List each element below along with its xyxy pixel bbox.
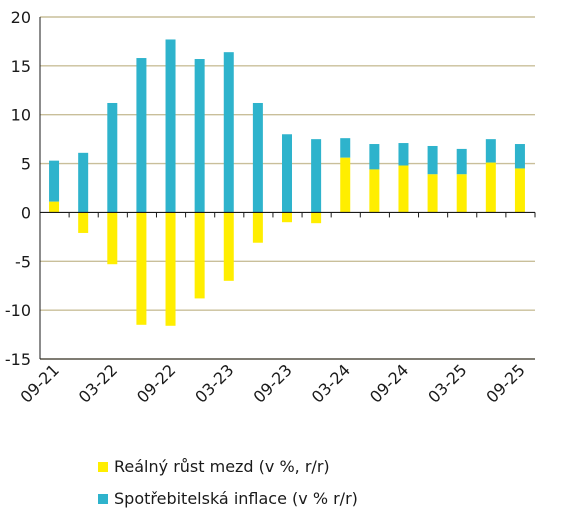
wage-bar bbox=[49, 201, 60, 213]
axes bbox=[39, 17, 536, 360]
wage-bar bbox=[398, 165, 409, 213]
legend-item-inflation: Spotřebitelská inflace (v % r/r) bbox=[98, 489, 358, 508]
wage-bar bbox=[136, 212, 147, 325]
y-tick-label: 0 bbox=[21, 203, 31, 222]
wage-bar bbox=[165, 212, 176, 326]
wage-bar bbox=[282, 212, 292, 223]
y-tick-label: 5 bbox=[21, 155, 31, 174]
wage-bar bbox=[340, 157, 351, 213]
x-tick-label: 09-24 bbox=[366, 360, 412, 406]
inflation-bar bbox=[369, 144, 380, 170]
legend-swatch-wages bbox=[98, 461, 108, 472]
wage-bar bbox=[456, 174, 467, 213]
wage-bar bbox=[78, 212, 89, 233]
x-tick-label: 03-22 bbox=[75, 360, 121, 406]
inflation-bar bbox=[456, 148, 467, 175]
legend-label-inflation: Spotřebitelská inflace (v % r/r) bbox=[114, 489, 358, 508]
inflation-bar bbox=[165, 39, 176, 213]
y-tick-label: -15 bbox=[5, 350, 31, 369]
legend-swatch-inflation bbox=[98, 493, 108, 504]
inflation-bar bbox=[223, 52, 234, 213]
legend-item-wages: Reálný růst mezd (v %, r/r) bbox=[98, 457, 330, 476]
legend-label-wages: Reálný růst mezd (v %, r/r) bbox=[114, 457, 330, 476]
inflation-bar bbox=[485, 139, 496, 163]
x-tick-label: 09-25 bbox=[482, 360, 528, 406]
inflation-bar bbox=[340, 138, 351, 158]
x-tick-label: 03-24 bbox=[308, 360, 354, 406]
x-tick-label: 09-23 bbox=[250, 360, 296, 406]
x-tick-labels: 09-21 03-22 09-22 03-23 09-23 03-24 09-24 03-25… bbox=[17, 360, 529, 406]
inflation-bar bbox=[107, 102, 118, 213]
inflation-bar bbox=[427, 145, 438, 175]
y-tick-label: 15 bbox=[11, 57, 31, 76]
wage-bar bbox=[485, 162, 496, 213]
inflation-bar bbox=[78, 152, 89, 213]
wage-bar bbox=[194, 212, 205, 299]
y-tick-labels: 20 15 10 5 0 -5 -10 -15 bbox=[5, 8, 31, 369]
inflation-bar bbox=[282, 134, 292, 213]
inflation-bar bbox=[136, 58, 147, 213]
wage-bar bbox=[369, 169, 380, 213]
inflation-bar bbox=[311, 139, 322, 213]
wage-bar bbox=[252, 212, 263, 243]
bars bbox=[49, 39, 525, 326]
y-tick-label: 10 bbox=[11, 106, 31, 125]
wage-bar bbox=[311, 212, 322, 224]
inflation-bar bbox=[49, 160, 60, 202]
x-tick-label: 03-25 bbox=[424, 360, 470, 406]
inflation-bar bbox=[252, 102, 263, 213]
y-tick-label: 20 bbox=[11, 8, 31, 27]
wage-bar bbox=[427, 174, 438, 213]
x-tick-label: 03-23 bbox=[191, 360, 237, 406]
wage-bar bbox=[107, 212, 118, 265]
inflation-bar bbox=[398, 143, 409, 166]
inflation-bar bbox=[514, 144, 525, 169]
y-tick-label: -10 bbox=[5, 301, 31, 320]
x-tick-label: 09-22 bbox=[133, 360, 179, 406]
wage-bar bbox=[223, 212, 234, 281]
wage-bar bbox=[514, 168, 525, 213]
inflation-bar bbox=[194, 59, 205, 213]
y-tick-label: -5 bbox=[15, 252, 31, 271]
